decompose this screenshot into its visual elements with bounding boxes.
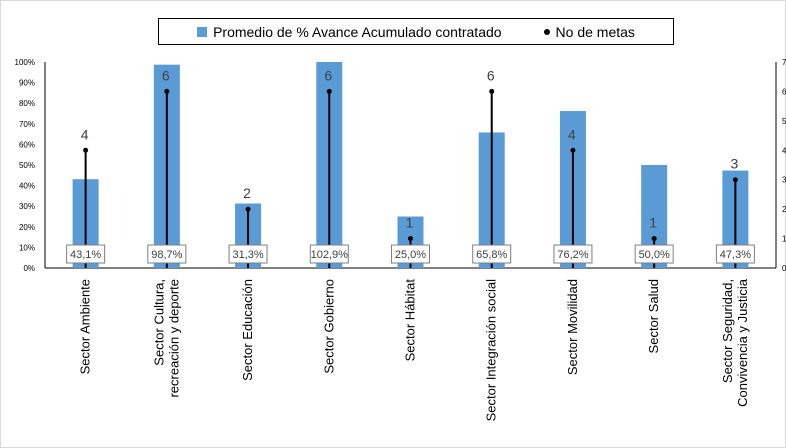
y-left-tick-label: 90% [19, 79, 35, 88]
y-left-tick-label: 60% [19, 140, 35, 149]
avance-data-label: 43,1% [70, 249, 101, 261]
x-category-label: Sector Seguridad, [720, 279, 735, 383]
metas-data-label: 1 [406, 215, 414, 231]
metas-point [408, 236, 413, 242]
avance-label-box [634, 244, 674, 264]
x-category-label: Sector Educación [240, 279, 255, 381]
x-category-label: recreación y deporte [166, 279, 181, 398]
y-right-tick-label: 6 [782, 87, 786, 96]
avance-label-box [66, 244, 106, 264]
legend: Promedio de % Avance Acumulado contratad… [158, 18, 674, 45]
y-right-tick-label: 3 [782, 176, 786, 185]
x-category-label: Sector Gobierno [321, 279, 336, 374]
avance-label-box [309, 244, 349, 264]
y-left-tick-label: 80% [19, 99, 35, 108]
avance-data-label: 47,3% [720, 249, 751, 261]
metas-point [83, 147, 89, 153]
y-right-tick-label: 2 [782, 205, 786, 214]
legend-item-avance: Promedio de % Avance Acumulado contratad… [197, 23, 502, 40]
y-left-tick-label: 40% [19, 182, 35, 191]
avance-data-label: 98,7% [151, 249, 182, 261]
legend-label-metas: No de metas [555, 23, 635, 40]
avance-label-box [228, 244, 268, 264]
avance-data-label: 65,8% [476, 249, 507, 261]
metas-point [164, 88, 170, 94]
metas-point [651, 236, 657, 242]
x-category-label: Sector Cultura, [151, 279, 166, 366]
legend-dot-swatch-icon [543, 28, 550, 35]
metas-data-label: 6 [487, 67, 495, 83]
avance-data-label: 50,0% [639, 249, 670, 261]
y-left-tick-label: 0% [23, 264, 35, 273]
avance-label-box [147, 244, 187, 264]
y-right-tick-label: 0 [782, 264, 786, 273]
metas-data-label: 6 [324, 67, 332, 83]
avance-data-label: 25,0% [395, 249, 426, 261]
avance-data-label: 31,3% [232, 249, 263, 261]
y-right-tick-label: 1 [782, 235, 786, 244]
y-right-tick-label: 5 [782, 117, 786, 126]
legend-bar-swatch-icon [197, 26, 208, 37]
metas-data-label: 4 [81, 126, 89, 142]
x-category-label: Sector Hábitat [403, 279, 418, 362]
legend-item-metas: No de metas [543, 23, 635, 40]
metas-point [570, 147, 576, 153]
y-left-tick-label: 100% [15, 58, 35, 67]
avance-label-box [553, 244, 593, 264]
metas-point [489, 88, 495, 94]
y-right-tick-label: 4 [782, 146, 786, 155]
avance-label-box [391, 244, 430, 264]
x-category-label: Sector Salud [646, 279, 661, 353]
avance-label-box [715, 244, 755, 264]
legend-label-avance: Promedio de % Avance Acumulado contratad… [213, 23, 502, 40]
avance-data-label: 76,2% [557, 249, 588, 261]
metas-data-label: 1 [649, 215, 657, 231]
metas-point [732, 177, 738, 183]
x-category-label: Sector Ambiente [78, 279, 93, 374]
x-category-label: Convivencia y Justicia [735, 278, 750, 407]
metas-data-label: 3 [730, 156, 738, 172]
metas-data-label: 2 [243, 185, 251, 201]
y-right-tick-label: 7 [782, 58, 786, 67]
y-left-tick-label: 30% [19, 202, 35, 211]
y-left-tick-label: 50% [19, 161, 35, 170]
metas-data-label: 4 [568, 126, 576, 142]
y-left-tick-label: 70% [19, 120, 35, 129]
metas-data-label: 6 [162, 67, 170, 83]
metas-point [245, 206, 251, 212]
y-left-tick-label: 10% [19, 243, 35, 252]
x-category-label: Sector Movilidad [565, 279, 580, 375]
x-category-label: Sector Integración social [484, 279, 499, 421]
avance-data-label: 102,9% [311, 249, 349, 261]
avance-label-box [472, 244, 512, 264]
y-left-tick-label: 20% [19, 223, 35, 232]
metas-point [326, 88, 332, 94]
